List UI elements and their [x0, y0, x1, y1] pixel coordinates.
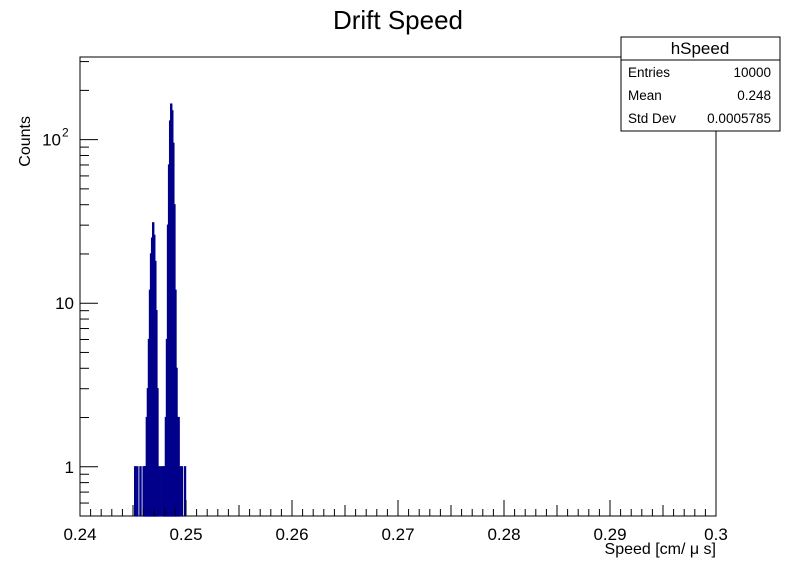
- histogram-bin: [159, 466, 162, 517]
- y-tick-label: 1: [65, 458, 74, 477]
- stats-entries-value: 10000: [733, 65, 771, 80]
- histogram-bin: [133, 466, 137, 517]
- y-tick-exponent: 2: [62, 126, 69, 140]
- stats-box: hSpeed Entries 10000 Mean 0.248 Std Dev …: [620, 36, 781, 132]
- histogram-bars: [133, 103, 187, 517]
- histogram-bin: [178, 466, 181, 517]
- histogram-bin: [157, 466, 160, 517]
- stats-box-title: hSpeed: [671, 39, 730, 58]
- histogram-bin: [139, 466, 142, 517]
- histogram-bin: [183, 466, 187, 517]
- chart-title: Drift Speed: [333, 5, 463, 35]
- y-tick-label: 10: [42, 131, 61, 150]
- stats-mean-label: Mean: [628, 88, 662, 103]
- stats-entries-label: Entries: [628, 65, 670, 80]
- x-tick-label: 0.3: [704, 525, 728, 544]
- x-tick-label: 0.29: [593, 525, 626, 544]
- x-tick-label: 0.25: [169, 525, 202, 544]
- stats-mean-value: 0.248: [737, 88, 771, 103]
- stats-stddev-label: Std Dev: [628, 111, 676, 126]
- histogram-bin: [180, 466, 184, 517]
- y-tick-label: 10: [55, 294, 74, 313]
- y-axis-title: Counts: [17, 116, 34, 167]
- x-tick-label: 0.28: [487, 525, 520, 544]
- stats-stddev-value: 0.0005785: [707, 111, 771, 126]
- x-tick-label: 0.27: [381, 525, 414, 544]
- stats-box-frame: [620, 36, 781, 132]
- x-tick-label: 0.24: [63, 525, 96, 544]
- x-tick-label: 0.26: [275, 525, 308, 544]
- x-axis-ticks: 0.24 0.25 0.26 0.27 0.28 0.29 0.3: [63, 500, 728, 544]
- histogram-bin: [136, 466, 139, 517]
- x-axis-title: Speed [cm/ μ s]: [605, 541, 716, 558]
